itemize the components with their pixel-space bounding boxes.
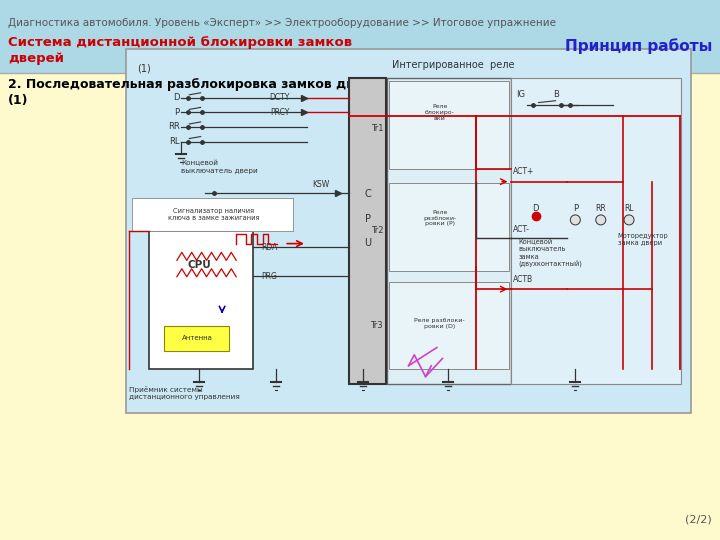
Text: D: D bbox=[533, 205, 539, 213]
Text: RDA: RDA bbox=[261, 243, 278, 252]
Text: 2. Последовательная разблокировка замков дверей: 2. Последовательная разблокировка замков… bbox=[8, 78, 389, 91]
Text: Приёмник системы
дистанционного управления: Приёмник системы дистанционного управлен… bbox=[129, 386, 240, 400]
Circle shape bbox=[595, 215, 606, 225]
Text: Концевой
выключатель двери: Концевой выключатель двери bbox=[181, 160, 258, 174]
Bar bbox=[164, 326, 230, 351]
Bar bbox=[132, 198, 293, 231]
Text: Сигнализатор наличия
ключа в замке зажигания: Сигнализатор наличия ключа в замке зажиг… bbox=[168, 208, 259, 221]
Text: Моторедуктор
замка двери: Моторедуктор замка двери bbox=[618, 233, 668, 246]
Bar bbox=[389, 82, 510, 169]
Text: D: D bbox=[174, 93, 180, 102]
Text: Принцип работы: Принцип работы bbox=[564, 38, 712, 54]
Text: RR: RR bbox=[595, 205, 606, 213]
Text: Tr3: Tr3 bbox=[371, 321, 383, 330]
Text: ACT+: ACT+ bbox=[513, 167, 534, 176]
Text: Система дистанционной блокировки замков: Система дистанционной блокировки замков bbox=[8, 36, 352, 49]
Circle shape bbox=[570, 215, 580, 225]
Text: (1): (1) bbox=[8, 94, 29, 107]
Text: CPU: CPU bbox=[188, 260, 212, 271]
Bar bbox=[0, 73, 720, 540]
Text: RR: RR bbox=[168, 123, 180, 131]
Text: Tr2: Tr2 bbox=[371, 226, 383, 235]
Text: PRG: PRG bbox=[261, 272, 277, 281]
Text: Реле
разблоки-
ровки (Р): Реле разблоки- ровки (Р) bbox=[423, 210, 456, 226]
Text: Интегрированное  реле: Интегрированное реле bbox=[392, 59, 514, 70]
Text: Диагностика автомобиля. Уровень «Эксперт» >> Электрооборудование >> Итоговое упр: Диагностика автомобиля. Уровень «Эксперт… bbox=[8, 18, 556, 28]
Text: Реле
блокиро-
вки: Реле блокиро- вки bbox=[425, 104, 454, 120]
Text: Концевой
выключатель
замка
(двухконтактный): Концевой выключатель замка (двухконтактн… bbox=[519, 238, 582, 268]
Bar bbox=[148, 231, 253, 369]
Bar bbox=[389, 184, 510, 271]
Text: B: B bbox=[553, 90, 559, 99]
Text: Антенна: Антенна bbox=[181, 335, 212, 341]
Bar bbox=[126, 49, 691, 413]
Text: Реле разблоки-
ровки (D): Реле разблоки- ровки (D) bbox=[415, 319, 465, 329]
Text: RL: RL bbox=[169, 137, 180, 146]
Text: P: P bbox=[174, 108, 180, 117]
Text: P: P bbox=[364, 214, 371, 224]
Bar bbox=[349, 78, 386, 384]
Text: PRCY: PRCY bbox=[271, 108, 290, 117]
Bar bbox=[511, 78, 681, 384]
Text: DCTY: DCTY bbox=[269, 93, 290, 102]
Text: C: C bbox=[364, 189, 371, 199]
Text: дверей: дверей bbox=[8, 52, 64, 65]
Text: RL: RL bbox=[624, 205, 634, 213]
Bar bbox=[0, 0, 720, 73]
Text: (1): (1) bbox=[138, 63, 151, 73]
Text: Tr1: Tr1 bbox=[371, 124, 383, 133]
Text: ACT-: ACT- bbox=[513, 225, 530, 234]
Text: KSW: KSW bbox=[312, 180, 330, 189]
Bar bbox=[389, 282, 510, 369]
Text: P: P bbox=[573, 205, 578, 213]
Text: IG: IG bbox=[516, 90, 525, 99]
Bar bbox=[387, 78, 511, 384]
Text: ACTB: ACTB bbox=[513, 275, 534, 284]
Text: U: U bbox=[364, 238, 372, 248]
Circle shape bbox=[624, 215, 634, 225]
Text: (2/2): (2/2) bbox=[685, 515, 712, 525]
